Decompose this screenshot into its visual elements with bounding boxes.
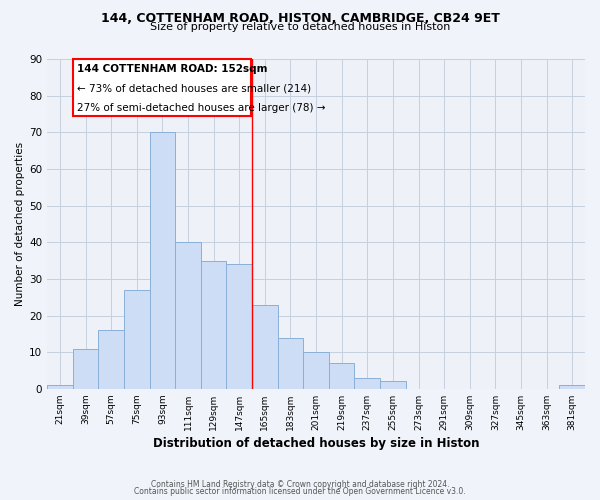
- Text: Contains HM Land Registry data © Crown copyright and database right 2024.: Contains HM Land Registry data © Crown c…: [151, 480, 449, 489]
- Bar: [47, 385, 73, 389]
- Bar: [252, 304, 278, 389]
- Bar: [201, 260, 226, 389]
- Text: 144, COTTENHAM ROAD, HISTON, CAMBRIDGE, CB24 9ET: 144, COTTENHAM ROAD, HISTON, CAMBRIDGE, …: [101, 12, 499, 26]
- Y-axis label: Number of detached properties: Number of detached properties: [15, 142, 25, 306]
- Bar: [278, 338, 303, 389]
- Bar: [149, 132, 175, 389]
- X-axis label: Distribution of detached houses by size in Histon: Distribution of detached houses by size …: [153, 437, 479, 450]
- Text: 144 COTTENHAM ROAD: 152sqm: 144 COTTENHAM ROAD: 152sqm: [77, 64, 267, 74]
- Bar: [329, 363, 355, 389]
- Bar: [226, 264, 252, 389]
- Text: Contains public sector information licensed under the Open Government Licence v3: Contains public sector information licen…: [134, 488, 466, 496]
- Text: Size of property relative to detached houses in Histon: Size of property relative to detached ho…: [150, 22, 450, 32]
- Bar: [98, 330, 124, 389]
- Bar: [175, 242, 201, 389]
- FancyBboxPatch shape: [73, 59, 251, 116]
- Bar: [355, 378, 380, 389]
- Bar: [73, 348, 98, 389]
- Text: 27% of semi-detached houses are larger (78) →: 27% of semi-detached houses are larger (…: [77, 102, 325, 113]
- Bar: [124, 290, 149, 389]
- Text: ← 73% of detached houses are smaller (214): ← 73% of detached houses are smaller (21…: [77, 84, 311, 94]
- Bar: [559, 385, 585, 389]
- Bar: [303, 352, 329, 389]
- Bar: [380, 382, 406, 389]
